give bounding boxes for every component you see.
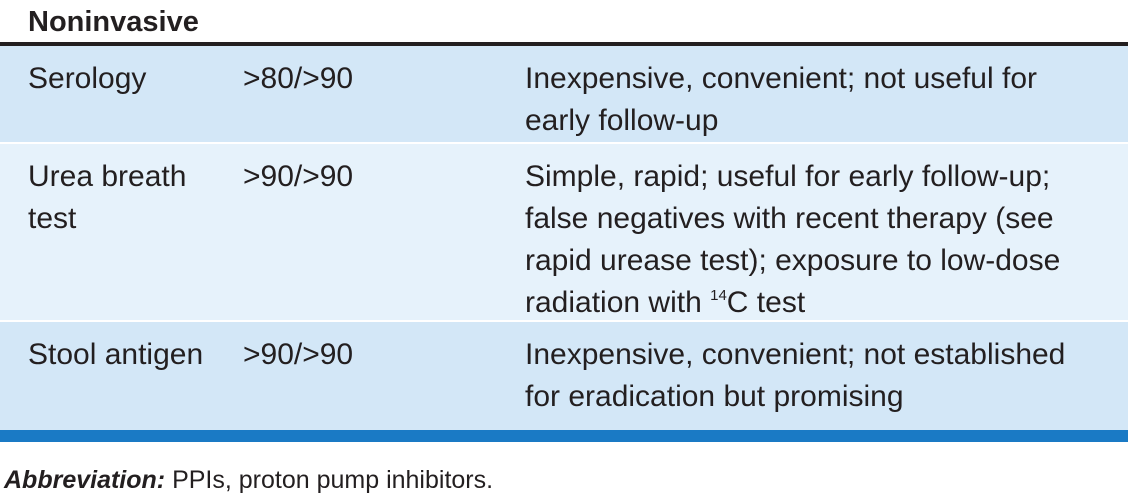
section-heading: Noninvasive — [28, 6, 199, 38]
footnote-text: PPIs, proton pump inhibitors. — [165, 466, 494, 494]
footnote-label: Abbreviation: — [4, 466, 166, 494]
table-row-stool-antigen: Stool antigen >90/>90 Inexpensive, conve… — [0, 322, 1128, 430]
table-row-urea-breath-test: Urea breath test >90/>90 Simple, rapid; … — [0, 144, 1128, 320]
table-top-rule — [0, 42, 1128, 46]
test-comments: Simple, rapid; useful for early follow-u… — [525, 156, 1115, 324]
comment-text: C test — [726, 286, 806, 319]
row-divider — [0, 142, 1128, 144]
test-name: Urea breath test — [28, 156, 228, 240]
comment-line-with-isotope: radiation with 14C test — [525, 282, 1115, 324]
sensitivity-specificity: >90/>90 — [243, 160, 354, 193]
comment-line: false negatives with recent therapy (see — [525, 202, 1054, 235]
table-footnote: Abbreviation: PPIs, proton pump inhibito… — [4, 464, 493, 496]
sensitivity-specificity: >90/>90 — [243, 338, 354, 371]
isotope-superscript: 14 — [710, 287, 727, 304]
comment-line: early follow-up — [525, 104, 719, 137]
comment-line: Simple, rapid; useful for early follow-u… — [525, 160, 1051, 193]
test-name: Serology — [28, 62, 147, 95]
test-comments: Inexpensive, convenient; not useful for … — [525, 58, 1115, 142]
test-name-line: test — [28, 202, 77, 235]
test-name: Stool antigen — [28, 338, 204, 371]
table-bottom-rule — [0, 430, 1128, 442]
comment-line: for eradication but promising — [525, 380, 904, 413]
test-comments: Inexpensive, convenient; not established… — [525, 334, 1115, 418]
sensitivity-specificity: >80/>90 — [243, 62, 354, 95]
diagnostic-tests-table: Serology >80/>90 Inexpensive, convenient… — [0, 42, 1128, 442]
table-row-serology: Serology >80/>90 Inexpensive, convenient… — [0, 46, 1128, 142]
comment-line: rapid urease test); exposure to low-dose — [525, 244, 1061, 277]
test-name-line: Urea breath — [28, 160, 187, 193]
comment-line: Inexpensive, convenient; not established — [525, 338, 1066, 371]
row-divider — [0, 320, 1128, 322]
comment-line: Inexpensive, convenient; not useful for — [525, 62, 1037, 95]
comment-text: radiation with — [525, 286, 711, 319]
